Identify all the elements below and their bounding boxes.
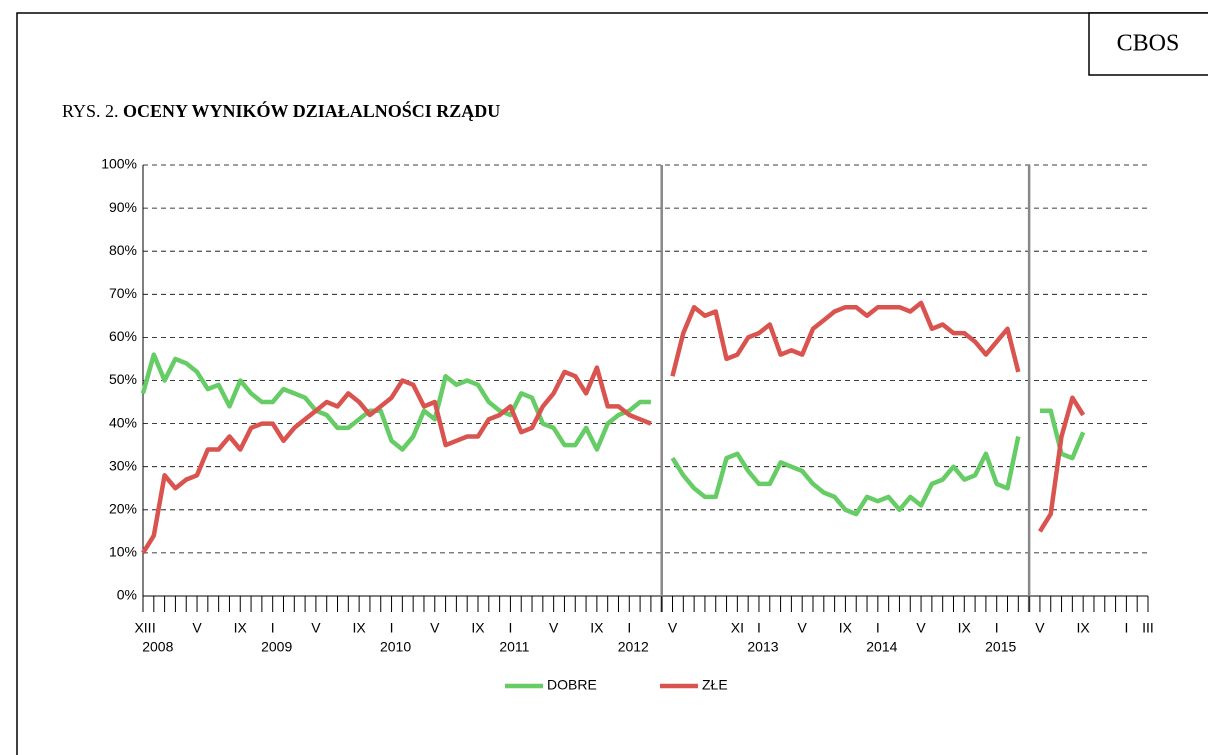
legend-label: DOBRE xyxy=(547,677,597,693)
y-tick-label: 80% xyxy=(109,242,137,258)
y-tick-label: 0% xyxy=(117,587,137,603)
x-tick-label: IX xyxy=(471,620,485,636)
source-box xyxy=(1088,12,1208,76)
chart-title: RYS. 2. OCENY WYNIKÓW DZIAŁALNOŚCI RZĄDU xyxy=(62,100,500,121)
x-tick-label: V xyxy=(549,620,559,636)
year-label: 2012 xyxy=(618,639,649,655)
y-tick-label: 100% xyxy=(101,156,137,172)
x-tick-label: I xyxy=(271,620,275,636)
year-label: 2010 xyxy=(380,639,411,655)
x-tick-label: XI xyxy=(731,620,744,636)
y-tick-label: 30% xyxy=(109,457,137,473)
x-tick-label: I xyxy=(508,620,512,636)
series-line xyxy=(140,352,1086,517)
year-label: 2011 xyxy=(499,639,529,655)
x-tick-label: III xyxy=(1142,620,1154,636)
x-tick-label: V xyxy=(668,620,678,636)
frame xyxy=(16,12,1208,755)
x-tick-label: V xyxy=(430,620,440,636)
x-tick-label: V xyxy=(916,620,926,636)
year-label: 2008 xyxy=(142,639,173,655)
y-tick-label: 50% xyxy=(109,371,137,387)
x-tick-label: V xyxy=(1035,620,1045,636)
y-tick-label: 60% xyxy=(109,328,137,344)
x-tick-label: V xyxy=(311,620,321,636)
x-tick-label: IX xyxy=(958,620,972,636)
x-tick-label: V xyxy=(192,620,202,636)
x-tick-label: I xyxy=(627,620,631,636)
x-tick-label: IX xyxy=(1077,620,1091,636)
year-label: 2015 xyxy=(985,639,1016,655)
series-line xyxy=(141,300,1086,555)
year-label: 2009 xyxy=(261,639,292,655)
x-tick-label: V xyxy=(798,620,808,636)
y-tick-label: 40% xyxy=(109,414,137,430)
x-tick-label: I xyxy=(152,620,156,636)
title: OCENY WYNIKÓW DZIAŁALNOŚCI RZĄDU xyxy=(123,100,500,121)
y-tick-label: 90% xyxy=(109,199,137,215)
x-tick-label: IX xyxy=(590,620,604,636)
x-tick-label: I xyxy=(876,620,880,636)
y-tick-label: 70% xyxy=(109,285,137,301)
year-label: 2013 xyxy=(747,639,778,655)
source-label: CBOS xyxy=(1117,31,1180,57)
x-tick-label: IX xyxy=(234,620,248,636)
x-tick-label: IX xyxy=(353,620,367,636)
x-tick-label: I xyxy=(390,620,394,636)
x-tick-label: XII xyxy=(134,620,151,636)
y-tick-label: 20% xyxy=(109,501,137,517)
x-tick-label: I xyxy=(995,620,999,636)
year-label: 2014 xyxy=(866,639,897,655)
x-tick-label: IX xyxy=(839,620,853,636)
legend-label: ZŁE xyxy=(702,677,728,693)
x-tick-label: I xyxy=(757,620,761,636)
figure-label: RYS. 2. xyxy=(62,101,119,121)
y-tick-label: 10% xyxy=(109,544,137,560)
x-tick-label: I xyxy=(1124,620,1128,636)
